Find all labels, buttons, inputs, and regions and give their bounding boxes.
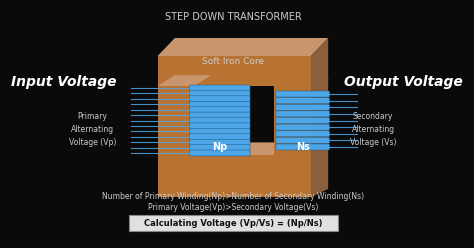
FancyBboxPatch shape: [276, 111, 329, 117]
Text: STEP DOWN TRANSFORMER: STEP DOWN TRANSFORMER: [165, 12, 301, 22]
FancyBboxPatch shape: [190, 112, 250, 118]
Text: Number of Primary Winding(Np)>Number of Secondary Winding(Ns): Number of Primary Winding(Np)>Number of …: [102, 192, 365, 201]
FancyBboxPatch shape: [190, 128, 250, 134]
Polygon shape: [311, 75, 328, 155]
Polygon shape: [311, 38, 328, 86]
Text: Calculating Voltage (Vp/Vs) = (Np/Ns): Calculating Voltage (Vp/Vs) = (Np/Ns): [144, 218, 322, 227]
FancyBboxPatch shape: [276, 144, 329, 150]
Text: Input Voltage: Input Voltage: [11, 75, 117, 89]
FancyBboxPatch shape: [190, 91, 250, 96]
FancyBboxPatch shape: [276, 91, 329, 97]
FancyBboxPatch shape: [190, 134, 250, 140]
Text: Output Voltage: Output Voltage: [345, 75, 463, 89]
Text: Ns: Ns: [296, 142, 310, 152]
Polygon shape: [311, 142, 328, 197]
FancyBboxPatch shape: [276, 131, 329, 137]
Polygon shape: [274, 86, 311, 155]
Polygon shape: [158, 56, 311, 86]
FancyBboxPatch shape: [276, 137, 329, 143]
FancyBboxPatch shape: [190, 85, 250, 91]
FancyBboxPatch shape: [276, 124, 329, 130]
FancyBboxPatch shape: [190, 118, 250, 124]
Polygon shape: [158, 155, 311, 197]
FancyBboxPatch shape: [190, 123, 250, 129]
FancyBboxPatch shape: [190, 96, 250, 102]
Polygon shape: [158, 75, 211, 86]
Polygon shape: [158, 38, 328, 56]
FancyBboxPatch shape: [190, 150, 250, 156]
Text: Np: Np: [212, 142, 228, 152]
FancyBboxPatch shape: [276, 98, 329, 104]
Polygon shape: [158, 86, 194, 155]
Text: Soft Iron Core: Soft Iron Core: [202, 58, 264, 66]
FancyBboxPatch shape: [276, 118, 329, 124]
FancyBboxPatch shape: [190, 145, 250, 151]
FancyBboxPatch shape: [129, 215, 337, 231]
FancyBboxPatch shape: [190, 139, 250, 145]
FancyBboxPatch shape: [190, 101, 250, 107]
Text: Primary Voltage(Vp)>Secondary Voltage(Vs): Primary Voltage(Vp)>Secondary Voltage(Vs…: [148, 203, 319, 212]
FancyBboxPatch shape: [190, 107, 250, 113]
Text: Secondary
Alternating
Voltage (Vs): Secondary Alternating Voltage (Vs): [350, 112, 396, 147]
Text: Primary
Alternating
Voltage (Vp): Primary Alternating Voltage (Vp): [69, 112, 116, 147]
FancyBboxPatch shape: [276, 104, 329, 110]
Polygon shape: [158, 142, 328, 155]
